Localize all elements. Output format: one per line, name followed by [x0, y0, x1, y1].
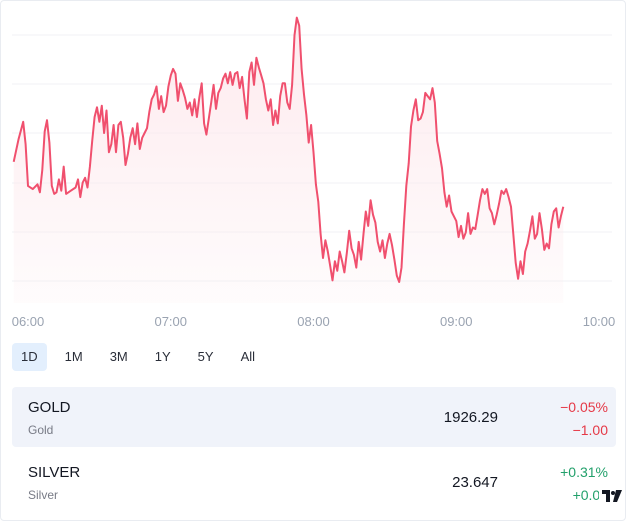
range-selector: 1D 1M 3M 1Y 5Y All [12, 343, 273, 371]
price-area-fill [13, 17, 564, 303]
x-tick-label: 10:00 [582, 314, 616, 329]
x-tick-label: 06:00 [11, 314, 45, 329]
tradingview-logo-icon[interactable] [599, 485, 625, 507]
symbol-ticker: SILVER [28, 464, 81, 481]
x-tick-label: 09:00 [439, 314, 473, 329]
symbol-change-percent: +0.31% [560, 464, 608, 480]
symbol-price: 1926.29 [443, 409, 498, 426]
symbol-price: 23.647 [452, 474, 498, 491]
range-button-1d[interactable]: 1D [12, 343, 47, 371]
range-button-5y[interactable]: 5Y [197, 349, 214, 364]
symbol-description: Gold [28, 423, 54, 437]
price-line [12, 16, 565, 283]
range-button-all[interactable]: All [240, 349, 256, 364]
symbol-row-silver[interactable]: SILVER Silver 23.647 +0.31% +0.07 [12, 452, 616, 512]
range-button-1m[interactable]: 1M [64, 349, 83, 364]
range-button-1y[interactable]: 1Y [154, 349, 171, 364]
x-tick-label: 07:00 [154, 314, 188, 329]
symbol-description: Silver [28, 488, 59, 502]
symbol-ticker: GOLD [28, 399, 71, 416]
symbol-change-percent: −0.05% [560, 399, 608, 415]
x-tick-label: 08:00 [297, 314, 330, 329]
price-chart[interactable] [0, 0, 628, 335]
symbol-row-gold[interactable]: GOLD Gold 1926.29 −0.05% −1.00 [12, 387, 616, 447]
range-button-3m[interactable]: 3M [109, 349, 128, 364]
symbol-change-absolute: −1.00 [572, 422, 608, 438]
